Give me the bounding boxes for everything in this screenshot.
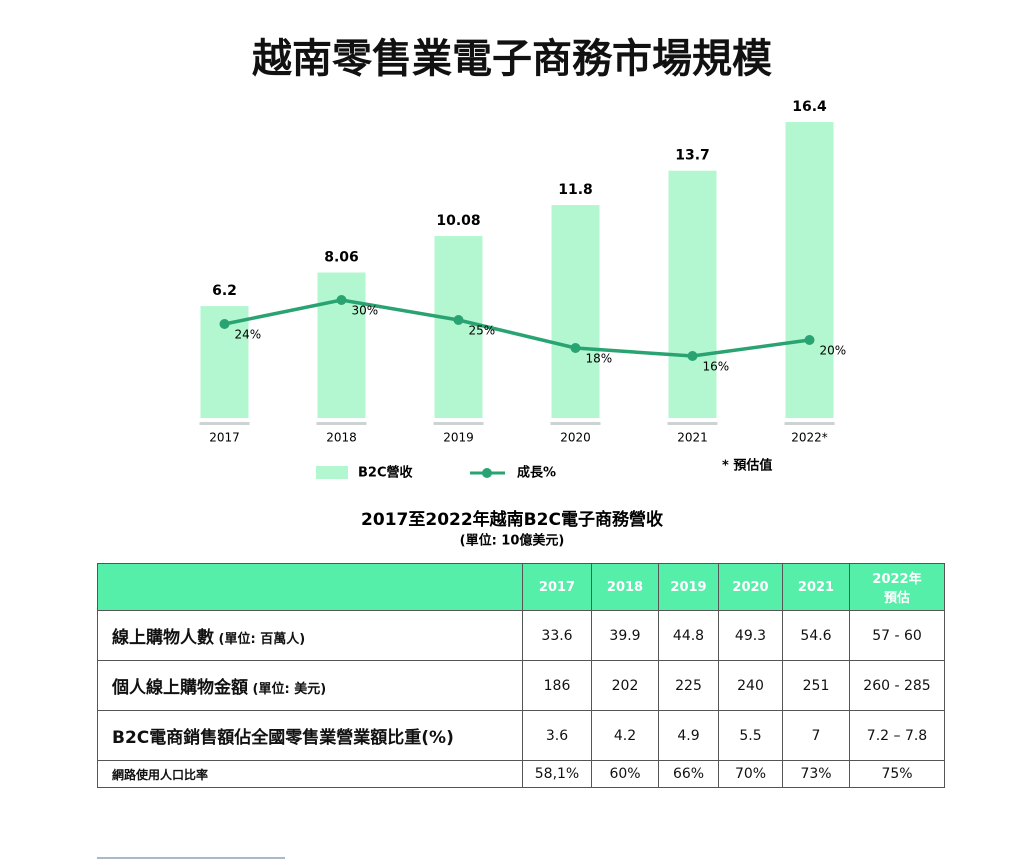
bar: [434, 236, 483, 418]
table-cell: 5.5: [718, 710, 783, 761]
bar-base: [667, 422, 718, 425]
line-value-label: 16%: [703, 360, 730, 374]
line-point: [336, 295, 347, 305]
row-label: 個人線上購物金額 (單位: 美元): [97, 660, 523, 711]
table-cell: 75%: [849, 760, 945, 788]
bar-base: [550, 422, 601, 425]
row-label-text: B2C電商銷售額佔全國零售業營業額比重(%): [112, 728, 454, 748]
legend-label: B2C營收: [358, 465, 413, 481]
x-tick-label: 2018: [326, 431, 357, 445]
row-label-unit: (單位: 百萬人): [214, 632, 306, 647]
table-cell: 4.2: [591, 710, 659, 761]
row-label-text: 網路使用人口比率: [112, 767, 209, 782]
table-cell: 4.9: [658, 710, 719, 761]
row-label-text: 線上購物人數: [112, 628, 214, 648]
x-tick-label: 2021: [677, 431, 708, 445]
table-cell: 7.2 – 7.8: [849, 710, 945, 761]
line-point: [804, 335, 815, 345]
table-cell: 260 - 285: [849, 660, 945, 711]
x-tick-label: 2020: [560, 431, 591, 445]
line-point: [687, 351, 698, 361]
table-cell: 202: [591, 660, 659, 711]
bar-base: [199, 422, 250, 425]
table-cell: 54.6: [782, 610, 850, 661]
row-label: B2C電商銷售額佔全國零售業營業額比重(%): [97, 710, 523, 761]
table-cell: 7: [782, 710, 850, 761]
table-row: B2C電商銷售額佔全國零售業營業額比重(%) 3.6 4.2 4.9 5.5 7 7.2 –…: [97, 710, 945, 761]
row-label: 網路使用人口比率: [97, 760, 523, 788]
table-cell: 73%: [782, 760, 850, 788]
row-label: 線上購物人數 (單位: 百萬人): [97, 610, 523, 661]
bar-base: [433, 422, 484, 425]
x-tick-label: 2017: [209, 431, 240, 445]
line-point: [570, 343, 581, 353]
table-row: 網路使用人口比率 58,1% 60% 66% 70% 73% 75%: [97, 760, 945, 788]
table-cell: 39.9: [591, 610, 659, 661]
bar: [785, 122, 834, 418]
table-cell: 58,1%: [522, 760, 592, 788]
bar-base: [316, 422, 367, 425]
line-point: [453, 315, 464, 325]
chart-unit: (單位: 10億美元): [460, 533, 565, 549]
line-point: [219, 319, 230, 329]
chart-subtitle: 2017至2022年越南B2C電子商務營收: [361, 509, 663, 530]
table-row: 個人線上購物金額 (單位: 美元) 186 202 225 240 251 260 - 28…: [97, 660, 945, 711]
row-label-text: 個人線上購物金額: [112, 678, 248, 698]
table-cell: 49.3: [718, 610, 783, 661]
line-value-label: 24%: [235, 328, 262, 342]
x-tick-label: 2022*: [791, 431, 828, 445]
divider: [97, 857, 285, 859]
line-value-label: 20%: [820, 344, 847, 358]
bar-value-label: 10.08: [436, 213, 480, 229]
line: [224, 298, 810, 358]
table-cell: 251: [782, 660, 850, 711]
data-table: 2017 2018 2019 2020 2021 2022年 預估線上購物人數 (單位: …: [97, 563, 945, 788]
column-header: 2017: [522, 563, 592, 611]
page-title: 越南零售業電子商務市場規模: [252, 36, 772, 82]
bar-value-label: 16.4: [792, 99, 827, 115]
table-cell: 66%: [658, 760, 719, 788]
table-cell: 3.6: [522, 710, 592, 761]
column-header: 2019: [658, 563, 719, 611]
table-cell: 186: [522, 660, 592, 711]
table-cell: 57 - 60: [849, 610, 945, 661]
legend-swatch: [316, 466, 348, 479]
header-empty: [97, 563, 523, 611]
table-cell: 60%: [591, 760, 659, 788]
bar: [551, 205, 600, 418]
bar-value-label: 6.2: [212, 283, 237, 299]
line-value-label: 18%: [586, 352, 613, 366]
line-value-label: 30%: [352, 304, 379, 318]
legend-label: 成長%: [517, 465, 556, 481]
column-header: 2018: [591, 563, 659, 611]
bar-value-label: 8.06: [324, 250, 359, 266]
legend-dot: [482, 468, 492, 478]
table-row: 線上購物人數 (單位: 百萬人) 33.6 39.9 44.8 49.3 54.6 57 -…: [97, 610, 945, 661]
bar-value-label: 11.8: [558, 182, 593, 198]
table-cell: 70%: [718, 760, 783, 788]
table-cell: 44.8: [658, 610, 719, 661]
x-tick-label: 2019: [443, 431, 474, 445]
column-header: 2022年 預估: [849, 563, 945, 611]
column-header: 2020: [718, 563, 783, 611]
bar: [317, 272, 366, 418]
bar-value-label: 13.7: [675, 148, 710, 164]
table-cell: 33.6: [522, 610, 592, 661]
table-cell: 240: [718, 660, 783, 711]
bar-base: [784, 422, 835, 425]
column-header: 2021: [782, 563, 850, 611]
table-cell: 225: [658, 660, 719, 711]
row-label-unit: (單位: 美元): [248, 682, 327, 697]
bar: [668, 170, 717, 418]
chart-note: * 預估值: [722, 458, 772, 474]
line-value-label: 25%: [469, 324, 496, 338]
